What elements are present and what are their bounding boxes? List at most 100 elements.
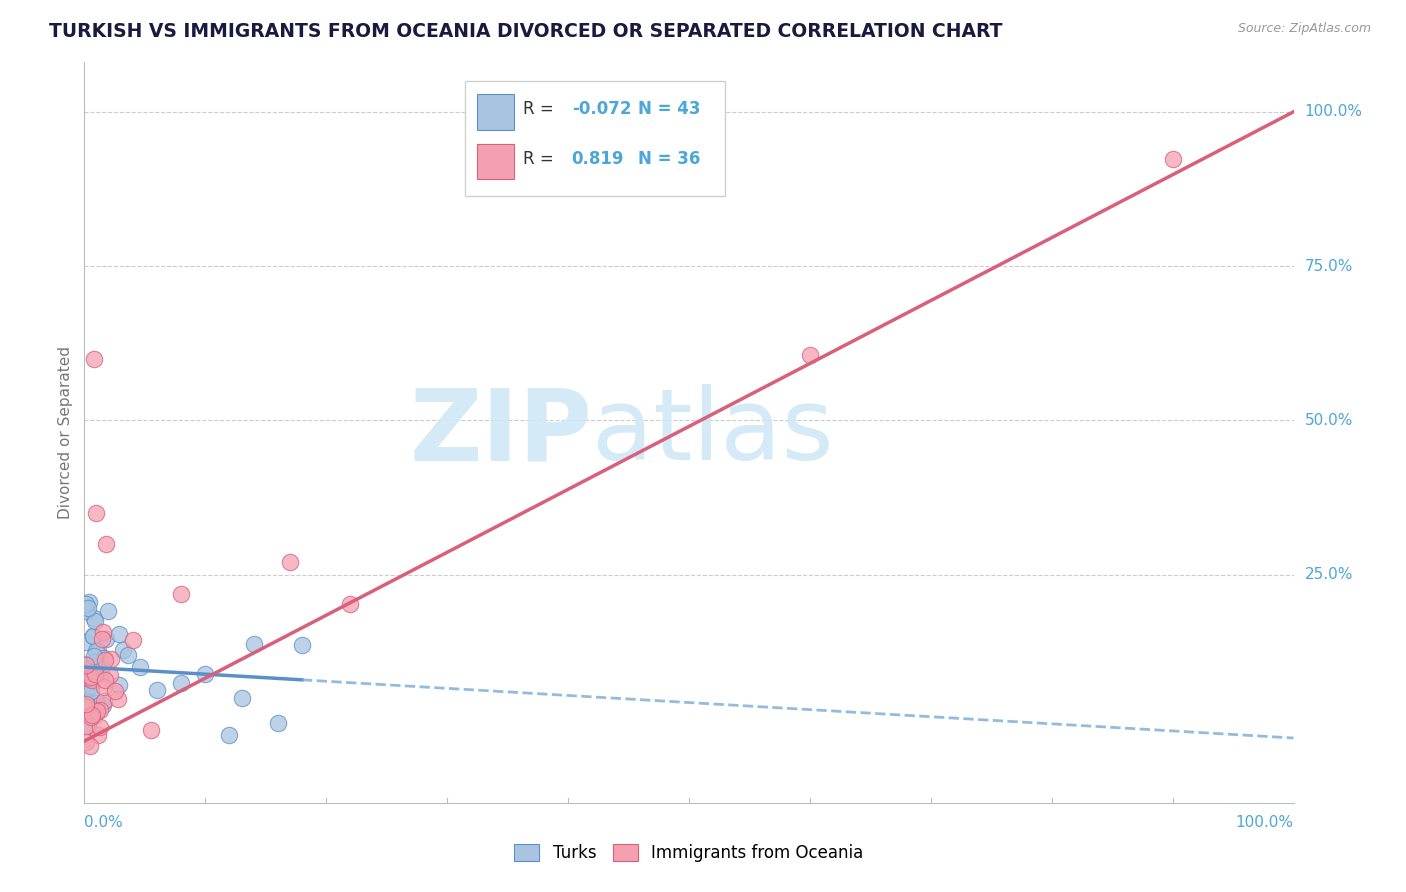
Text: 75.0%: 75.0% <box>1305 259 1353 274</box>
Point <box>77 671 100 685</box>
Point <box>82 629 104 643</box>
Text: R =: R = <box>523 150 560 168</box>
Point <box>291 638 314 652</box>
Point <box>75 604 97 618</box>
Point <box>86 643 108 657</box>
Text: N = 43: N = 43 <box>638 100 700 118</box>
Text: 25.0%: 25.0% <box>1305 567 1353 582</box>
Point <box>84 614 107 628</box>
Point <box>194 666 217 681</box>
Point <box>121 633 143 648</box>
Point <box>83 669 105 683</box>
Legend: Turks, Immigrants from Oceania: Turks, Immigrants from Oceania <box>508 837 870 869</box>
Point <box>89 659 111 673</box>
Point <box>139 723 162 737</box>
Point <box>218 728 240 742</box>
Point <box>91 698 114 712</box>
Point <box>79 739 101 753</box>
Point <box>80 662 103 676</box>
Point <box>339 597 361 611</box>
Point <box>75 634 97 648</box>
Point <box>100 652 122 666</box>
Point <box>75 735 97 749</box>
Point <box>170 587 193 601</box>
Point <box>97 604 120 618</box>
Point <box>799 348 821 362</box>
Text: ZIP: ZIP <box>409 384 592 481</box>
Point <box>108 626 131 640</box>
Point <box>128 660 150 674</box>
Text: TURKISH VS IMMIGRANTS FROM OCEANIA DIVORCED OR SEPARATED CORRELATION CHART: TURKISH VS IMMIGRANTS FROM OCEANIA DIVOR… <box>49 22 1002 41</box>
Point <box>107 691 129 706</box>
Text: 50.0%: 50.0% <box>1305 413 1353 428</box>
Text: 0.0%: 0.0% <box>84 815 124 830</box>
Point <box>90 666 112 681</box>
Point <box>267 715 290 730</box>
Point <box>84 644 107 658</box>
Point <box>242 637 264 651</box>
Point <box>93 651 115 665</box>
Point <box>84 506 107 520</box>
Point <box>75 682 97 697</box>
Point <box>75 719 97 733</box>
Point <box>91 625 114 640</box>
Point <box>83 655 105 669</box>
Point <box>1161 153 1184 167</box>
Point <box>231 690 253 705</box>
Point <box>84 696 107 710</box>
Point <box>80 708 103 723</box>
Point <box>93 653 115 667</box>
Y-axis label: Divorced or Separated: Divorced or Separated <box>58 346 73 519</box>
Point <box>75 697 97 711</box>
Point <box>89 703 111 717</box>
Point <box>93 694 115 708</box>
Point <box>77 657 100 672</box>
Point <box>104 684 127 698</box>
Point <box>83 611 105 625</box>
Text: R =: R = <box>523 100 560 118</box>
Point <box>77 667 100 681</box>
Point <box>98 668 121 682</box>
Point <box>80 679 103 693</box>
Text: Source: ZipAtlas.com: Source: ZipAtlas.com <box>1237 22 1371 36</box>
Point <box>112 643 135 657</box>
Point <box>76 718 98 732</box>
Point <box>96 632 118 646</box>
FancyBboxPatch shape <box>478 144 513 179</box>
Point <box>83 708 105 723</box>
Point <box>89 720 111 734</box>
Point <box>75 694 97 708</box>
Point <box>82 629 104 643</box>
Point <box>87 728 110 742</box>
Text: 0.819: 0.819 <box>572 150 624 168</box>
Point <box>86 704 108 718</box>
Point <box>90 632 112 647</box>
Point <box>80 710 103 724</box>
Point <box>75 700 97 714</box>
Text: -0.072: -0.072 <box>572 100 631 118</box>
Point <box>94 536 117 550</box>
Point <box>75 597 97 611</box>
Text: 100.0%: 100.0% <box>1236 815 1294 830</box>
Point <box>79 595 101 609</box>
Point <box>93 680 115 694</box>
Point <box>278 555 301 569</box>
Point <box>94 673 117 687</box>
Point <box>117 648 139 662</box>
Point <box>146 682 169 697</box>
Point <box>80 684 103 698</box>
Text: atlas: atlas <box>592 384 834 481</box>
Point <box>82 673 104 687</box>
Point <box>80 670 103 684</box>
Point <box>76 601 98 615</box>
Point <box>170 675 193 690</box>
Point <box>83 351 105 366</box>
Point <box>75 658 97 673</box>
Point <box>84 667 107 681</box>
Text: 100.0%: 100.0% <box>1305 104 1362 120</box>
FancyBboxPatch shape <box>465 81 725 195</box>
Text: N = 36: N = 36 <box>638 150 700 168</box>
Point <box>83 649 105 664</box>
FancyBboxPatch shape <box>478 95 513 130</box>
Point <box>108 678 131 692</box>
